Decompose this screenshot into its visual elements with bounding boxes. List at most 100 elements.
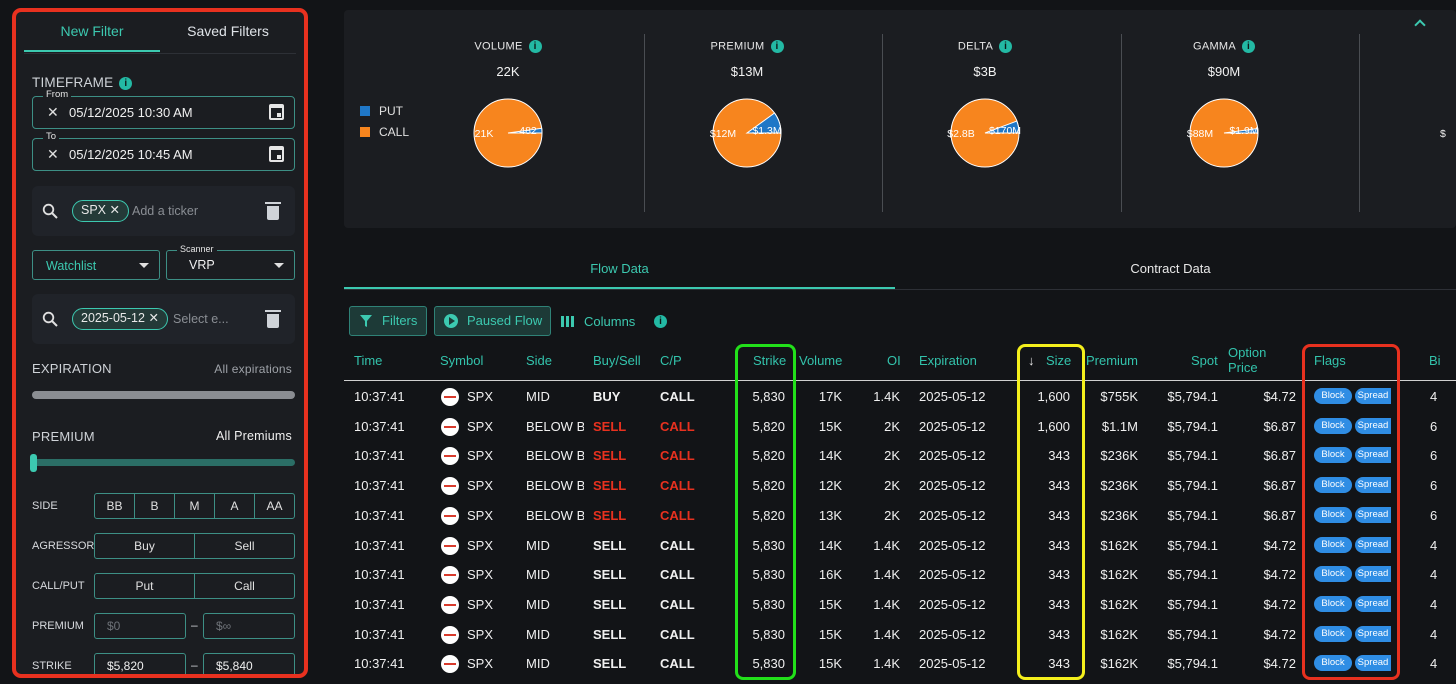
callput-option-put[interactable]: Put <box>95 574 195 598</box>
from-date-field[interactable]: From ✕ 05/12/2025 10:30 AM <box>32 89 295 129</box>
info-icon[interactable]: i <box>1242 40 1256 53</box>
to-date-field[interactable]: To ✕ 05/12/2025 10:45 AM <box>32 131 295 171</box>
premium-min-input[interactable]: $0 <box>94 613 186 639</box>
col-header-cp[interactable]: C/P <box>660 353 682 368</box>
pie-slice-put[interactable] <box>1223 127 1259 134</box>
col-header-volume[interactable]: Volume <box>799 353 843 368</box>
clear-icon[interactable]: ✕ <box>47 104 59 120</box>
col-header-side[interactable]: Side <box>526 353 553 368</box>
flag-block-badge[interactable]: Block <box>1314 566 1352 582</box>
side-option-aa[interactable]: AA <box>266 499 283 513</box>
clear-icon[interactable]: ✕ <box>47 146 59 162</box>
flag-spread-badge[interactable]: Spread <box>1355 507 1391 523</box>
pie-slice-put[interactable] <box>745 112 782 134</box>
agressor-toggle: Buy Sell <box>94 533 295 559</box>
expiration-input[interactable]: Select e... <box>173 312 229 326</box>
cell-time: 10:37:41 <box>354 508 405 523</box>
col-header-time[interactable]: Time <box>354 353 383 368</box>
cell-side: MID <box>526 538 550 553</box>
flag-block-badge[interactable]: Block <box>1314 596 1352 612</box>
flag-spread-badge[interactable]: Spread <box>1355 388 1391 404</box>
info-icon[interactable]: i <box>770 40 784 53</box>
strike-min-input[interactable]: $5,820 <box>94 653 186 674</box>
flag-spread-badge[interactable]: Spread <box>1355 477 1391 493</box>
tab-saved-filters[interactable]: Saved Filters <box>187 23 269 39</box>
agressor-option-buy[interactable]: Buy <box>95 534 195 558</box>
flag-block-badge[interactable]: Block <box>1314 507 1352 523</box>
cell-side: BELOW BI <box>526 478 584 493</box>
tab-flow-data[interactable]: Flow Data <box>344 250 895 289</box>
info-icon[interactable]: i <box>999 40 1013 53</box>
expiration-chip[interactable]: 2025-05-12 ✕ <box>72 308 168 330</box>
expiration-slider[interactable] <box>32 391 295 399</box>
chevron-up-icon[interactable] <box>1414 19 1426 31</box>
flag-block-badge[interactable]: Block <box>1314 477 1352 493</box>
tab-new-filter[interactable]: New Filter <box>24 12 160 52</box>
pie-slice-put[interactable] <box>507 127 543 134</box>
cell-cp: CALL <box>660 478 695 493</box>
trash-icon[interactable] <box>265 202 281 220</box>
trash-icon[interactable] <box>265 310 281 328</box>
flag-block-badge[interactable]: Block <box>1314 655 1352 671</box>
side-option-m[interactable]: M <box>175 494 215 518</box>
side-option-b[interactable]: B <box>135 494 175 518</box>
flag-block-badge[interactable]: Block <box>1314 418 1352 434</box>
pie-slice-put[interactable] <box>984 120 1020 134</box>
col-header-strike[interactable]: Strike <box>753 353 787 368</box>
cell-volume: 15K <box>818 419 842 434</box>
callput-option-call[interactable]: Call <box>234 579 255 593</box>
flag-spread-badge[interactable]: Spread <box>1355 447 1391 463</box>
strike-max-input[interactable]: $5,840 <box>203 653 295 674</box>
col-header-oi[interactable]: OI <box>887 353 901 368</box>
pie-label-put: $1.3M <box>752 125 781 137</box>
metric-gamma: GAMMA i $90M $88M $1.9M <box>1104 10 1344 228</box>
calendar-icon[interactable] <box>269 146 284 162</box>
calendar-icon[interactable] <box>269 104 284 120</box>
flag-block-badge[interactable]: Block <box>1314 537 1352 553</box>
flag-spread-badge[interactable]: Spread <box>1355 537 1391 553</box>
flag-spread-badge[interactable]: Spread <box>1355 566 1391 582</box>
col-header-size[interactable]: Size <box>1046 353 1072 368</box>
flag-spread-badge[interactable]: Spread <box>1355 418 1391 434</box>
agressor-option-sell[interactable]: Sell <box>234 539 255 553</box>
col-header-buysell[interactable]: Buy/Sell <box>593 353 641 368</box>
info-icon[interactable]: i <box>119 76 133 90</box>
expiration-filter: 2025-05-12 ✕ Select e... <box>32 294 295 344</box>
cell-strike: 5,820 <box>752 419 785 434</box>
chevron-down-icon <box>274 263 284 268</box>
scanner-select[interactable]: Scanner VRP <box>166 244 295 280</box>
expiration-value: All expirations <box>214 362 292 376</box>
flag-spread-badge[interactable]: Spread <box>1355 655 1391 671</box>
cell-expiration: 2025-05-12 <box>919 508 986 523</box>
info-icon[interactable]: i <box>528 40 542 53</box>
filters-button[interactable]: Filters <box>349 306 427 336</box>
side-option-bb[interactable]: BB <box>95 494 135 518</box>
paused-flow-button[interactable]: Paused Flow <box>434 306 551 336</box>
col-header-premium[interactable]: Premium <box>1086 353 1139 368</box>
premium-slider-handle[interactable] <box>30 454 37 472</box>
flag-block-badge[interactable]: Block <box>1314 388 1352 404</box>
premium-slider[interactable] <box>32 459 295 466</box>
flag-block-badge[interactable]: Block <box>1314 626 1352 642</box>
ticker-chip[interactable]: SPX ✕ <box>72 200 129 222</box>
col-header-symbol[interactable]: Symbol <box>440 353 484 368</box>
cell-option-price: $6.87 <box>1263 419 1296 434</box>
cell-expiration: 2025-05-12 <box>919 478 986 493</box>
tab-contract-data[interactable]: Contract Data <box>1130 261 1211 276</box>
col-header-spot[interactable]: Spot <box>1191 353 1218 368</box>
col-header-option-price[interactable]: Option Price <box>1228 345 1267 375</box>
col-header-expiration[interactable]: Expiration <box>919 353 977 368</box>
info-icon[interactable]: i <box>654 315 667 328</box>
col-header-flags[interactable]: Flags <box>1314 353 1346 368</box>
flag-spread-badge[interactable]: Spread <box>1355 596 1391 612</box>
metric-total: $90M <box>1207 64 1241 79</box>
premium-max-input[interactable]: $∞ <box>203 613 295 639</box>
remove-chip-icon[interactable]: ✕ <box>109 203 120 217</box>
flag-block-badge[interactable]: Block <box>1314 447 1352 463</box>
col-header-bid[interactable]: Bi <box>1429 353 1441 368</box>
ticker-input[interactable]: Add a ticker <box>132 204 199 218</box>
watchlist-select[interactable]: Watchlist <box>32 250 160 280</box>
flag-spread-badge[interactable]: Spread <box>1355 626 1391 642</box>
side-option-a[interactable]: A <box>215 494 255 518</box>
remove-chip-icon[interactable]: ✕ <box>148 311 159 325</box>
